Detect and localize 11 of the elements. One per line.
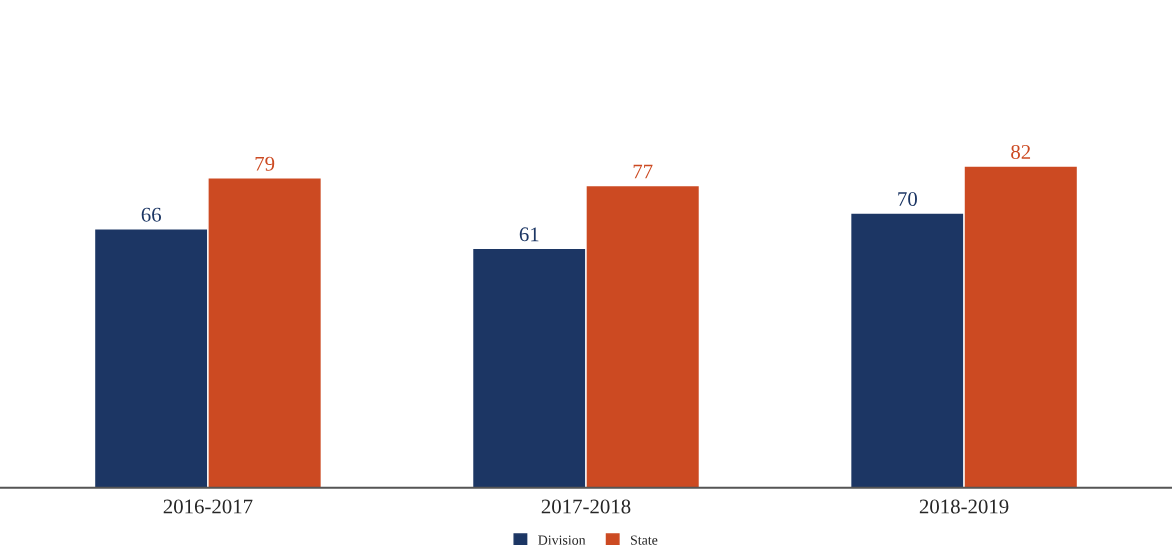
data-label: 61 bbox=[519, 227, 539, 242]
legend-label: State bbox=[630, 535, 658, 545]
data-label: 82 bbox=[1011, 144, 1031, 159]
data-label: 77 bbox=[633, 164, 653, 179]
x-tick-label: 2018-2019 bbox=[919, 499, 1009, 514]
legend-label: Division bbox=[538, 535, 586, 545]
x-tick-label: 2016-2017 bbox=[163, 499, 253, 514]
data-label: 66 bbox=[141, 207, 162, 222]
data-label: 79 bbox=[255, 156, 275, 171]
data-label: 70 bbox=[898, 191, 917, 207]
x-tick-label: 2017-2018 bbox=[541, 499, 631, 514]
